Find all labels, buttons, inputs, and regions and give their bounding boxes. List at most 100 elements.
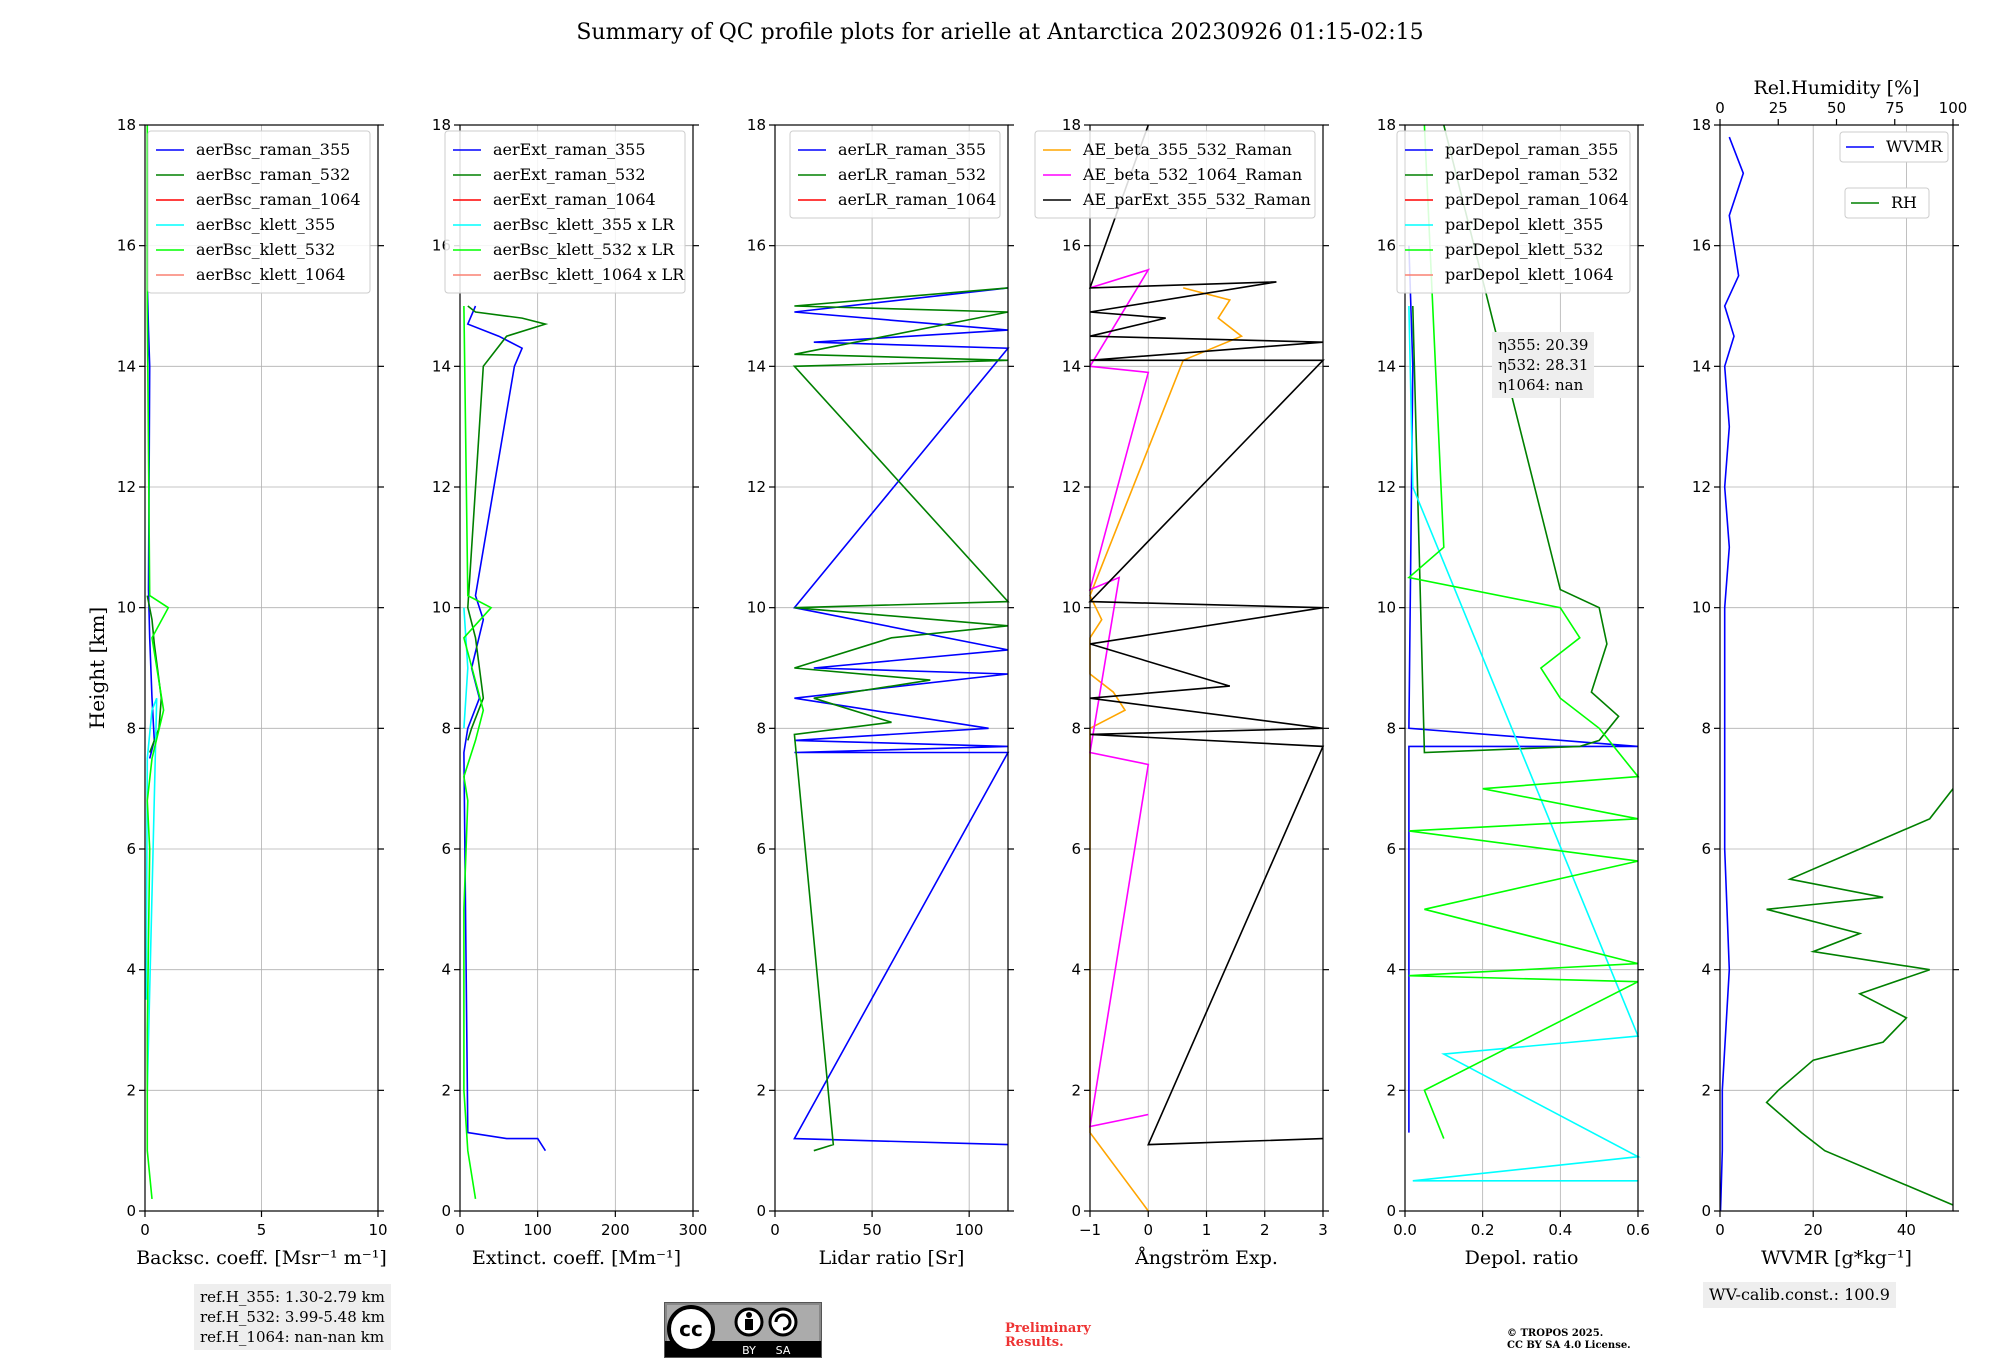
- x-tick-label: 0.6: [1626, 1221, 1650, 1239]
- legend-label: parDepol_klett_355: [1445, 215, 1603, 234]
- x-tick-label: 0: [770, 1221, 780, 1239]
- y-tick-label: 2: [126, 1081, 136, 1099]
- x-tick-label: 20: [1804, 1221, 1823, 1239]
- legend-label: aerBsc_klett_355: [196, 215, 335, 234]
- y-tick-label: 4: [756, 961, 766, 979]
- y-tick-label: 18: [1062, 116, 1081, 134]
- x-tick-label: 5: [257, 1221, 267, 1239]
- series-line-WVMR: [1719, 136, 1745, 1212]
- legend-box: [1839, 131, 1949, 163]
- x-axis-label: Lidar ratio [Sr]: [819, 1247, 965, 1269]
- y-tick-label: 18: [117, 116, 136, 134]
- y-tick-label: 14: [747, 357, 766, 375]
- y-tick-label: 16: [747, 237, 766, 255]
- series-line-parDepol_klett_532: [1407, 124, 1640, 1139]
- y-tick-label: 8: [1071, 719, 1081, 737]
- x-top-tick-label: 100: [1939, 99, 1968, 117]
- series-line-aerBsc_klett_532: [146, 125, 170, 1199]
- eta-1064: η1064: nan: [1498, 376, 1584, 394]
- x-tick-label: 100: [955, 1221, 984, 1239]
- legend-label: aerExt_raman_532: [493, 165, 646, 184]
- legend-label: parDepol_raman_1064: [1445, 190, 1629, 209]
- legend-label: parDepol_raman_532: [1445, 165, 1618, 184]
- legend-label: parDepol_raman_355: [1445, 140, 1618, 159]
- y-tick-label: 8: [1386, 719, 1396, 737]
- x-tick-label: −1: [1079, 1221, 1101, 1239]
- y-tick-label: 2: [1386, 1081, 1396, 1099]
- eta-355: η355: 20.39: [1498, 336, 1589, 354]
- y-tick-label: 10: [1692, 599, 1711, 617]
- wv-calib-box: WV-calib.const.: 100.9: [1703, 1282, 1896, 1308]
- y-tick-label: 6: [1071, 840, 1081, 858]
- x-tick-label: 300: [679, 1221, 708, 1239]
- y-tick-label: 6: [1701, 840, 1711, 858]
- legend-label: AE_parExt_355_532_Raman: [1082, 190, 1311, 209]
- copyright-line-1: © TROPOS 2025.: [1507, 1328, 1604, 1339]
- y-tick-label: 14: [1692, 357, 1711, 375]
- x-tick-label: 0: [140, 1221, 150, 1239]
- y-tick-label: 10: [1062, 599, 1081, 617]
- copyright-line-2: CC BY SA 4.0 License.: [1507, 1340, 1631, 1351]
- legend-label: aerBsc_klett_355 x LR: [493, 215, 675, 234]
- y-tick-label: 6: [126, 840, 136, 858]
- x-tick-label: 200: [601, 1221, 630, 1239]
- y-tick-label: 6: [1386, 840, 1396, 858]
- eta-532: η532: 28.31: [1498, 356, 1589, 374]
- legend-label: aerBsc_klett_1064: [196, 265, 345, 284]
- y-tick-label: 10: [432, 599, 451, 617]
- legend-label: aerBsc_klett_532: [196, 240, 335, 259]
- x-axis-label: Backsc. coeff. [Msr⁻¹ m⁻¹]: [136, 1247, 387, 1269]
- y-tick-label: 0: [756, 1202, 766, 1220]
- x-axis-label: Extinct. coeff. [Mm⁻¹]: [472, 1247, 681, 1269]
- x-tick-label: 40: [1897, 1221, 1916, 1239]
- y-tick-label: 6: [756, 840, 766, 858]
- series-line-aerLR_raman_532: [792, 287, 1010, 1152]
- y-tick-label: 4: [1701, 961, 1711, 979]
- y-tick-label: 2: [1701, 1081, 1711, 1099]
- series-line-aerBsc_raman_355: [146, 281, 156, 759]
- x-axis-label: WVMR [g*kg⁻¹]: [1761, 1247, 1912, 1269]
- x-top-tick-label: 50: [1827, 99, 1846, 117]
- y-tick-label: 12: [117, 478, 136, 496]
- x-top-tick-label: 25: [1769, 99, 1788, 117]
- series-line-aerBsc_klett_355: [145, 697, 158, 1091]
- axes-frame: [1404, 124, 1639, 1212]
- legend-box: [147, 130, 371, 294]
- y-tick-label: 14: [1062, 357, 1081, 375]
- legend-box: [1844, 187, 1930, 219]
- y-tick-label: 12: [1062, 478, 1081, 496]
- legend-label: AE_beta_355_532_Raman: [1082, 140, 1292, 159]
- y-tick-label: 0: [441, 1202, 451, 1220]
- cc-by-text: BY: [742, 1344, 756, 1357]
- y-tick-label: 16: [117, 237, 136, 255]
- y-tick-label: 14: [117, 357, 136, 375]
- copyright-note: © TROPOS 2025. CC BY SA 4.0 License.: [1507, 1328, 1631, 1352]
- series-line-aerLR_raman_355: [792, 287, 1010, 1146]
- legend-label: aerBsc_raman_532: [196, 165, 350, 184]
- legend-label: aerBsc_klett_1064 x LR: [493, 265, 685, 284]
- y-tick-label: 10: [1377, 599, 1396, 617]
- y-tick-label: 12: [432, 478, 451, 496]
- figure-title: Summary of QC profile plots for arielle …: [576, 20, 1424, 45]
- x-tick-label: 0: [455, 1221, 465, 1239]
- preliminary-line-1: Preliminary: [1005, 1321, 1091, 1336]
- legend-label: aerExt_raman_355: [493, 140, 646, 159]
- eta-box: η355: 20.39 η532: 28.31 η1064: nan: [1492, 332, 1595, 398]
- x-tick-label: 10: [368, 1221, 387, 1239]
- y-tick-label: 8: [126, 719, 136, 737]
- y-tick-label: 14: [1377, 357, 1396, 375]
- y-tick-label: 0: [1386, 1202, 1396, 1220]
- legend-label: parDepol_klett_1064: [1445, 265, 1614, 284]
- legend-box: [1396, 130, 1631, 294]
- x-tick-label: 1: [1202, 1221, 1212, 1239]
- x-tick-label: 50: [863, 1221, 882, 1239]
- legend-label: aerBsc_raman_355: [196, 140, 350, 159]
- wv-calib-text: WV-calib.const.: 100.9: [1709, 1285, 1890, 1304]
- preliminary-note: Preliminary Results.: [1005, 1322, 1091, 1350]
- legend-box: [789, 130, 1001, 219]
- y-tick-label: 0: [126, 1202, 136, 1220]
- y-tick-label: 12: [1692, 478, 1711, 496]
- cc-badge-text: cc: [679, 1317, 703, 1341]
- y-tick-label: 14: [432, 357, 451, 375]
